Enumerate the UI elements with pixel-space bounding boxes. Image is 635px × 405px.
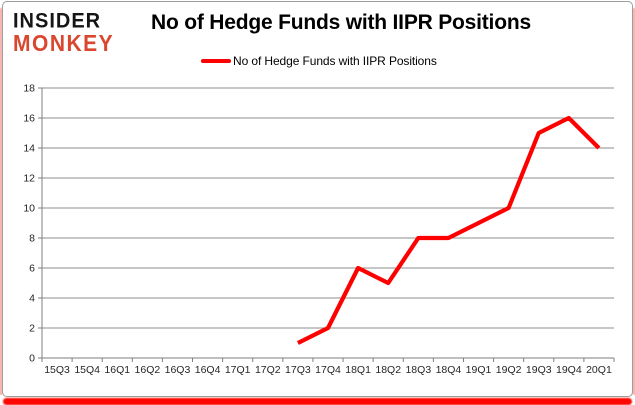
chart-title: No of Hedge Funds with IIPR Positions [151,11,531,34]
legend: No of Hedge Funds with IIPR Positions [201,53,437,69]
red-shadow-bottom [3,398,632,405]
red-shadow-right [633,8,635,395]
logo-insider-text: INSIDER [13,8,102,33]
insider-monkey-logo: INSIDER MONKEY [13,10,114,55]
legend-line-swatch [201,59,231,63]
red-shadow-left [0,8,2,395]
logo-monkey-text: MONKEY [13,31,115,57]
legend-label: No of Hedge Funds with IIPR Positions [233,54,437,68]
